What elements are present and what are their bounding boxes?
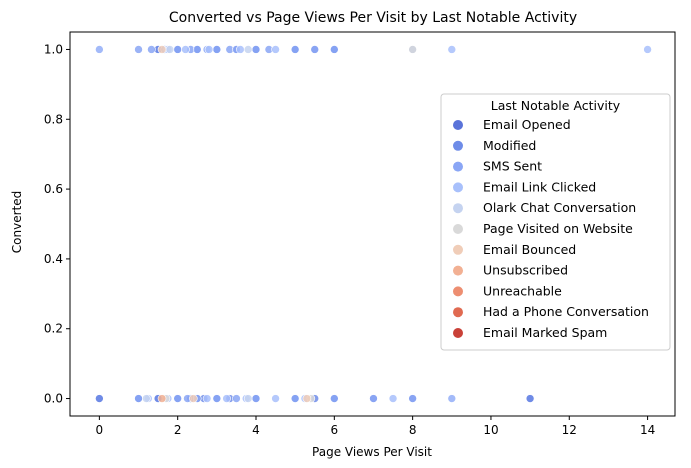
legend-marker: [453, 328, 463, 338]
data-point: [202, 394, 212, 403]
y-tick-label: 0.6: [44, 182, 63, 196]
data-point: [134, 45, 143, 54]
data-point: [251, 45, 261, 54]
data-point: [369, 394, 378, 403]
legend-entry: Email Bounced: [483, 242, 576, 257]
data-point: [271, 45, 280, 54]
x-tick-label: 10: [483, 423, 498, 437]
data-point: [643, 45, 652, 54]
x-tick-label: 14: [640, 423, 655, 437]
data-point: [222, 394, 231, 403]
legend-entry: Unreachable: [483, 283, 562, 298]
data-point: [147, 45, 156, 54]
axes: 0 2 4 6 8 10 12 14 0.0 0.2 0.4 0.6 0.8 1.0: [44, 31, 676, 437]
data-point: [310, 45, 320, 54]
data-point: [290, 394, 300, 403]
legend-entry: Email Marked Spam: [483, 325, 607, 340]
data-point: [251, 394, 261, 403]
data-point: [388, 394, 398, 403]
data-point: [173, 394, 182, 403]
data-point: [142, 394, 151, 403]
data-point: [189, 394, 198, 403]
data-point: [95, 394, 104, 403]
data-point: [232, 394, 241, 403]
legend-entry: Modified: [483, 138, 536, 153]
data-point: [134, 394, 143, 403]
data-point: [243, 394, 253, 403]
y-axis-label: Converted: [10, 191, 24, 253]
data-point: [408, 45, 417, 54]
legend-marker: [453, 286, 463, 297]
data-point: [181, 45, 190, 54]
y-tick-label: 0.2: [44, 322, 63, 336]
legend-entry: Page Visited on Website: [483, 221, 633, 236]
plot-frame: [69, 31, 676, 417]
legend-marker: [453, 265, 463, 276]
data-point: [525, 394, 535, 403]
data-point: [243, 45, 253, 54]
data-point: [157, 394, 167, 403]
data-point: [173, 45, 182, 54]
data-point: [212, 394, 222, 403]
data-point: [165, 45, 175, 54]
legend-entry: SMS Sent: [483, 159, 542, 174]
legend-marker: [453, 307, 463, 318]
legend: Last Notable Activity Email Opened Modifie…: [440, 93, 671, 351]
x-tick-label: 2: [174, 423, 182, 437]
legend-entry: Unsubscribed: [483, 263, 568, 278]
x-tick-label: 8: [409, 423, 417, 437]
plot-area: [95, 45, 652, 403]
legend-title: Last Notable Activity: [491, 98, 621, 113]
legend-marker: [453, 140, 463, 151]
y-tick-label: 0.0: [44, 392, 63, 406]
data-point: [330, 394, 339, 403]
data-point: [236, 45, 245, 54]
data-point: [271, 394, 280, 403]
legend-box: [440, 93, 671, 351]
x-tick-label: 0: [96, 423, 104, 437]
data-point: [157, 45, 167, 54]
legend-entry: Had a Phone Conversation: [483, 304, 649, 319]
legend-marker: [453, 182, 463, 193]
y-tick-label: 1.0: [44, 42, 63, 56]
x-axis-label: Page Views Per Visit: [312, 445, 432, 459]
y-tick-label: 0.4: [44, 252, 63, 266]
y-tick-label: 0.8: [44, 112, 63, 126]
legend-entry: Email Link Clicked: [483, 179, 596, 194]
data-point: [330, 45, 339, 54]
legend-marker: [453, 244, 463, 255]
x-tick-label: 12: [562, 423, 577, 437]
data-point: [408, 394, 417, 403]
data-point: [447, 394, 457, 403]
x-tick-label: 4: [252, 423, 260, 437]
data-point: [290, 45, 300, 54]
data-point: [212, 45, 222, 54]
data-point: [302, 394, 312, 403]
legend-entry: Email Opened: [483, 117, 571, 132]
data-point: [447, 45, 457, 54]
legend-marker: [453, 224, 463, 234]
data-point: [204, 45, 214, 54]
legend-marker: [453, 203, 463, 214]
legend-marker: [453, 120, 463, 130]
data-point: [192, 45, 202, 54]
chart-title: Converted vs Page Views Per Visit by Las…: [169, 10, 577, 26]
x-tick-label: 6: [331, 423, 339, 437]
data-point: [95, 45, 104, 54]
legend-marker: [453, 161, 463, 172]
legend-entry: Olark Chat Conversation: [483, 200, 636, 215]
